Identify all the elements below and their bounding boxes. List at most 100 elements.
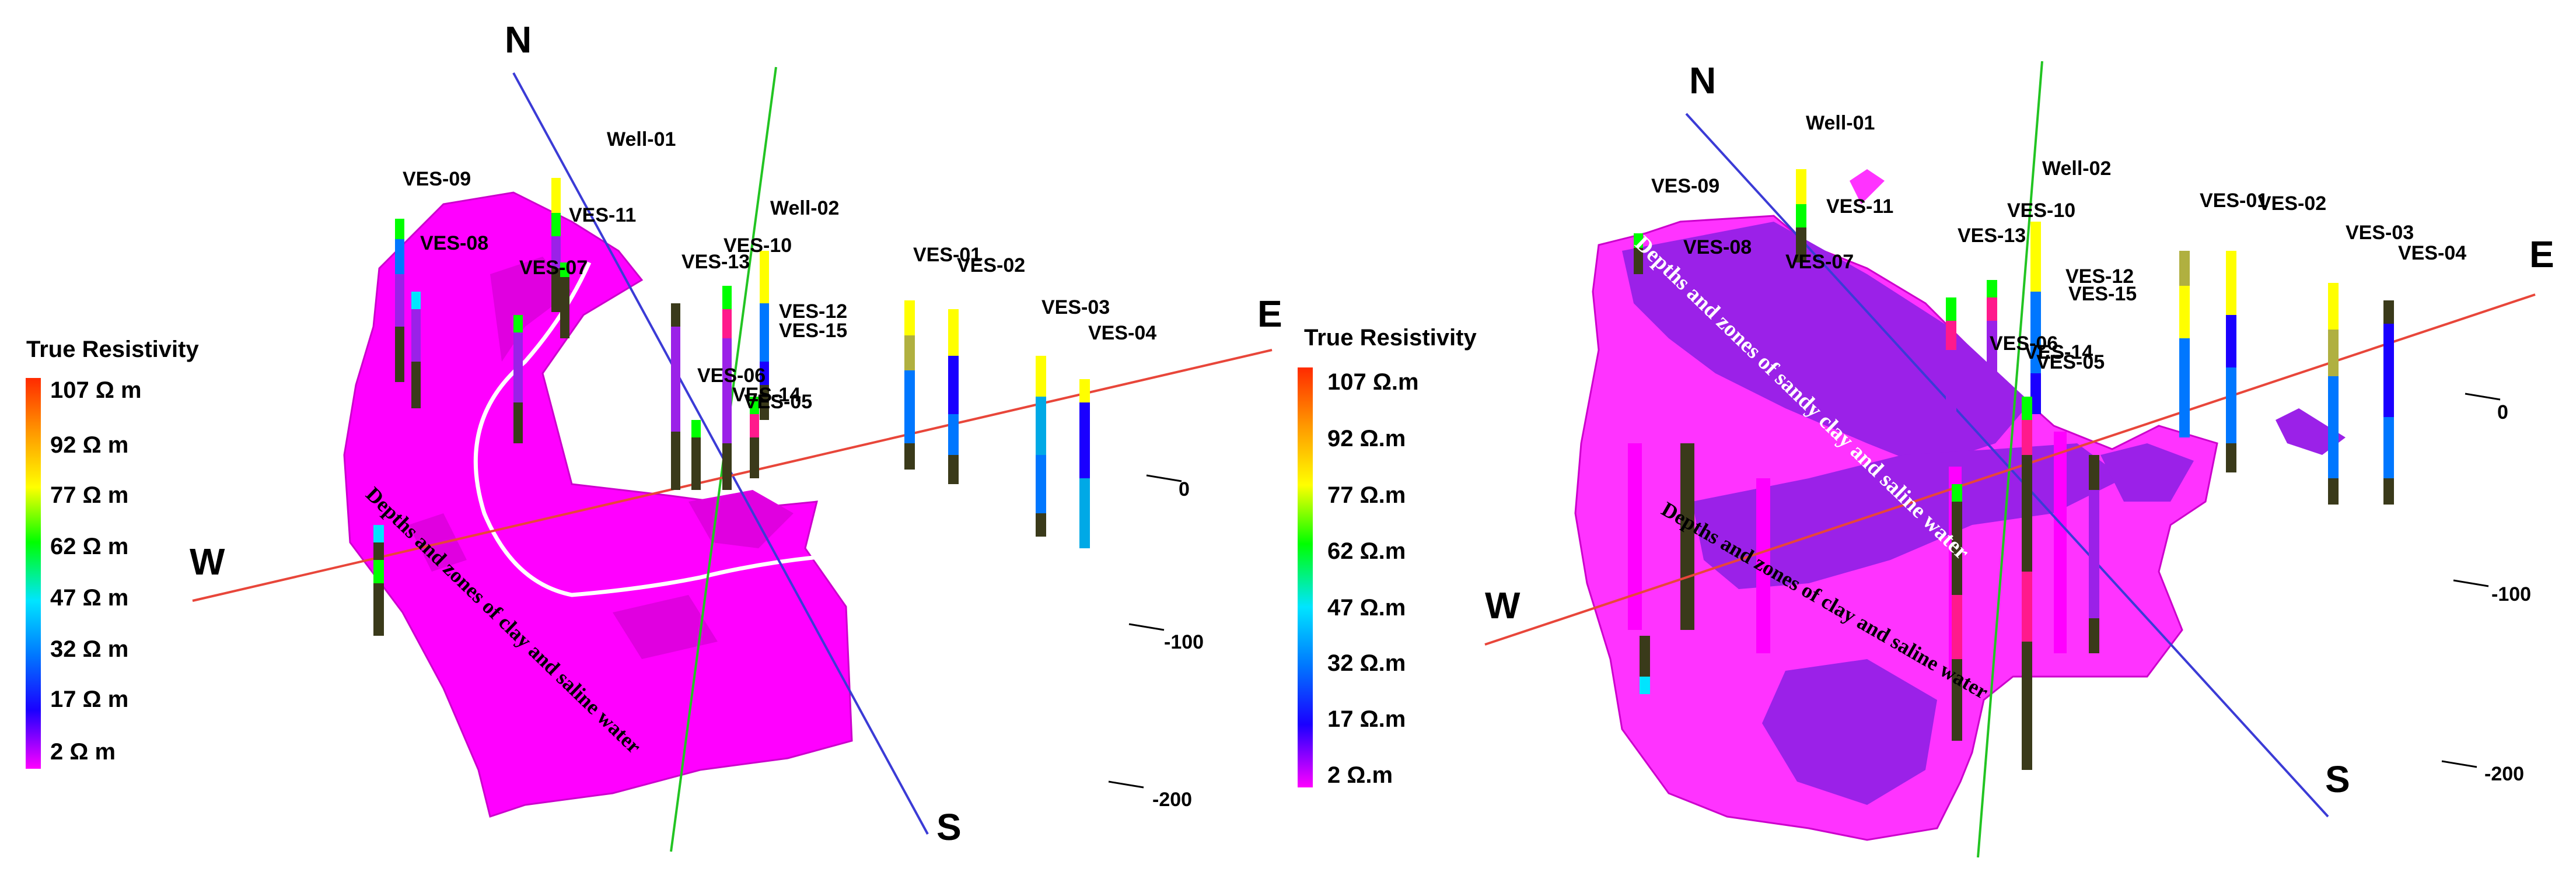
- right-label-ves-12: VES-12: [2065, 265, 2134, 288]
- borehole: [1946, 297, 1956, 432]
- right-label-ves-06: VES-06: [1990, 332, 2058, 355]
- left-label-ves-13: VES-13: [681, 251, 750, 273]
- left-label-ves-11: VES-11: [569, 204, 636, 226]
- left-label-ves-09: VES-09: [403, 168, 471, 190]
- left-label-ves-02: VES-02: [957, 254, 1025, 276]
- borehole: [1952, 484, 1962, 741]
- borehole: [2226, 251, 2236, 472]
- left-label-ves-08: VES-08: [420, 232, 488, 254]
- left-label-ves-05: VES-05: [744, 391, 812, 413]
- right-depth-scale: 0 -100 -200: [2441, 393, 2531, 785]
- right-label-ves-11: VES-11: [1826, 195, 1893, 218]
- borehole: [1036, 356, 1046, 537]
- left-legend-tick-17: 17 Ω m: [50, 687, 128, 712]
- borehole: [722, 286, 732, 490]
- right-label-well-02: Well-02: [2042, 157, 2111, 180]
- right-compass-east: E: [2529, 233, 2554, 275]
- right-label-ves-01: VES-01: [2200, 190, 2268, 212]
- right-legend-tick-17: 17 Ω.m: [1327, 706, 1406, 732]
- right-green-axis: [1977, 61, 2043, 858]
- right-panel: True Resistivity 107 Ω.m 92 Ω.m 77 Ω.m 6…: [1298, 59, 2554, 858]
- right-compass-south: S: [2325, 758, 2350, 800]
- borehole: [2030, 222, 2041, 414]
- borehole: [760, 251, 769, 420]
- right-east-west-axis: [1484, 293, 2536, 646]
- left-label-ves-07: VES-07: [519, 257, 588, 279]
- right-label-ves-09: VES-09: [1651, 175, 1719, 197]
- left-depth-minus-100: -100: [1164, 631, 1204, 653]
- right-label-ves-02: VES-02: [2258, 192, 2326, 215]
- right-legend-tick-77: 77 Ω.m: [1327, 482, 1406, 508]
- left-compass-west: W: [190, 541, 225, 583]
- right-legend-tick-62: 62 Ω.m: [1327, 538, 1406, 564]
- left-compass-south: S: [936, 806, 962, 848]
- right-north-south-axis: [1685, 113, 2329, 818]
- borehole: [948, 309, 959, 484]
- right-station-labels: Well-01 VES-09 VES-11 Well-02 VES-08 VES…: [1651, 112, 2466, 373]
- right-depth-0: 0: [2497, 401, 2508, 423]
- left-station-labels: Well-01 VES-09 VES-11 VES-08 VES-07 Well…: [403, 128, 1156, 413]
- left-label-ves-14: VES-14: [732, 384, 801, 406]
- right-compass-west: W: [1485, 584, 1521, 626]
- borehole: [1634, 233, 1643, 274]
- right-label-ves-10: VES-10: [2007, 199, 2075, 222]
- borehole: [513, 315, 523, 443]
- left-legend-tick-107: 107 Ω m: [50, 377, 142, 403]
- left-legend-colorbar: [26, 378, 41, 769]
- left-depth-minus-200: -200: [1152, 789, 1192, 811]
- borehole: [2328, 283, 2339, 505]
- left-label-well-01: Well-01: [607, 128, 676, 150]
- right-label-ves-05: VES-05: [2036, 351, 2105, 373]
- left-label-ves-12: VES-12: [779, 300, 847, 323]
- right-legend-tick-32: 32 Ω.m: [1327, 650, 1406, 676]
- borehole: [411, 292, 421, 408]
- right-label-ves-03: VES-03: [2346, 222, 2414, 244]
- borehole: [671, 303, 680, 490]
- borehole: [1640, 636, 1650, 694]
- left-legend-tick-92: 92 Ω m: [50, 432, 128, 458]
- right-legend-tick-47: 47 Ω.m: [1327, 595, 1406, 621]
- left-label-ves-06: VES-06: [697, 365, 766, 387]
- right-legend: True Resistivity 107 Ω.m 92 Ω.m 77 Ω.m 6…: [1298, 325, 1477, 788]
- borehole: [904, 300, 915, 470]
- borehole: [2383, 300, 2394, 505]
- left-east-west-axis: [192, 349, 1273, 602]
- left-label-ves-01: VES-01: [913, 244, 981, 266]
- right-label-ves-08: VES-08: [1683, 236, 1752, 258]
- left-depth-0: 0: [1179, 478, 1190, 500]
- right-label-ves-07: VES-07: [1785, 251, 1854, 273]
- borehole: [1987, 280, 1997, 408]
- left-legend-title: True Resistivity: [26, 337, 199, 362]
- right-legend-tick-2: 2 Ω.m: [1327, 762, 1393, 788]
- left-legend-tick-32: 32 Ω m: [50, 636, 128, 662]
- right-legend-tick-107: 107 Ω.m: [1327, 369, 1419, 395]
- left-panel: True Resistivity 107 Ω m 92 Ω m 77 Ω m 6…: [26, 19, 1282, 852]
- left-north-south-axis: [512, 72, 929, 835]
- borehole: [750, 397, 759, 478]
- borehole: [373, 525, 384, 636]
- left-label-ves-10: VES-10: [723, 234, 792, 257]
- right-label-well-01: Well-01: [1806, 112, 1875, 134]
- left-compass-north: N: [505, 19, 532, 61]
- left-label-ves-03: VES-03: [1041, 296, 1110, 318]
- right-boreholes: [1634, 169, 2394, 770]
- right-label-ves-13: VES-13: [1958, 225, 2026, 247]
- borehole: [691, 420, 701, 490]
- left-legend-tick-2: 2 Ω m: [50, 739, 116, 765]
- borehole: [1796, 169, 1806, 262]
- left-label-well-02: Well-02: [770, 197, 839, 219]
- left-label-ves-04: VES-04: [1088, 322, 1156, 344]
- borehole: [551, 178, 561, 312]
- left-label-ves-15: VES-15: [779, 320, 847, 342]
- left-boreholes: [373, 178, 1090, 636]
- borehole: [560, 262, 569, 338]
- right-legend-colorbar: [1298, 367, 1313, 787]
- borehole: [2179, 251, 2190, 437]
- left-depth-scale: 0 -100 -200: [1108, 474, 1204, 811]
- left-legend-tick-62: 62 Ω m: [50, 534, 128, 559]
- borehole: [2022, 397, 2032, 770]
- borehole: [1079, 379, 1090, 548]
- borehole: [395, 219, 404, 382]
- left-legend-tick-47: 47 Ω m: [50, 585, 128, 611]
